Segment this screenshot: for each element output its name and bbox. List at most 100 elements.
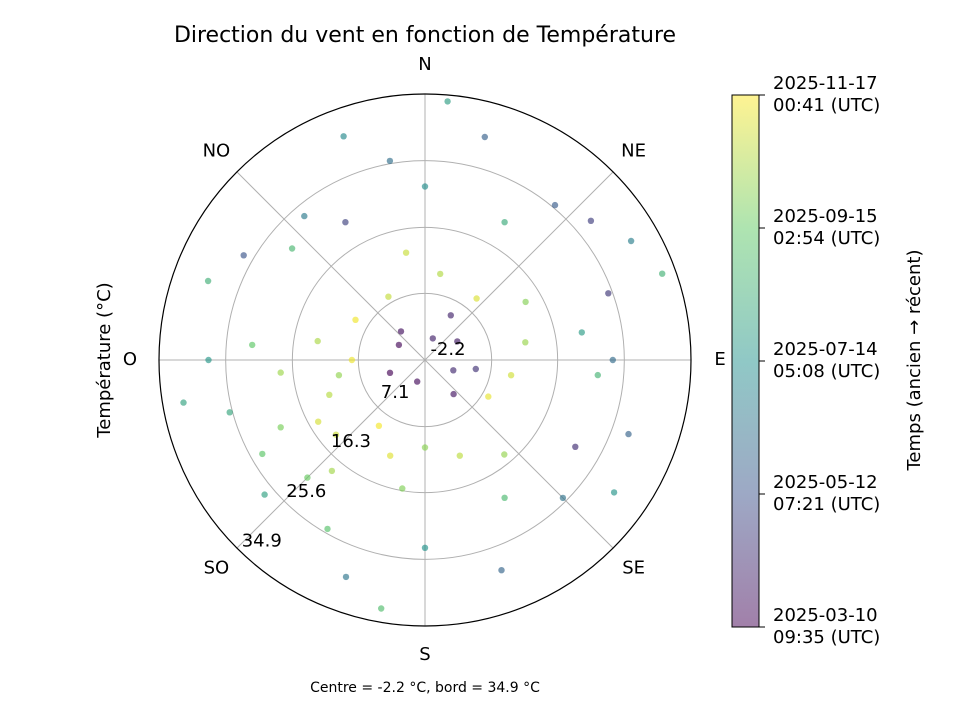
- point: [498, 567, 505, 574]
- theta-tick-label: S: [419, 644, 430, 665]
- point: [450, 390, 457, 398]
- point: [421, 444, 429, 451]
- point: [501, 451, 508, 458]
- point: [395, 341, 403, 349]
- grid-spoke: [424, 359, 614, 549]
- colorbar-tick-label: 2025-05-12: [773, 472, 878, 493]
- point: [578, 329, 585, 336]
- point: [444, 98, 451, 105]
- theta-tick-label: O: [123, 349, 137, 370]
- theta-tick-label: N: [418, 54, 431, 75]
- point: [315, 418, 322, 425]
- point: [314, 337, 321, 345]
- point: [625, 430, 632, 438]
- colorbar-tick-label: 2025-07-14: [773, 339, 878, 360]
- r-tick-label: 16.3: [331, 431, 371, 452]
- colorbar-tick-label: 2025-03-10: [773, 605, 878, 626]
- point: [342, 219, 349, 226]
- point: [340, 133, 347, 140]
- point: [454, 338, 461, 345]
- colorbar-tick-label: 07:21 (UTC): [773, 494, 880, 515]
- note: Centre = -2.2 °C, bord = 34.9 °C: [310, 680, 540, 696]
- point: [421, 544, 429, 551]
- point: [249, 341, 256, 349]
- point: [328, 467, 336, 475]
- colorbar-tick-label: 2025-11-17: [773, 73, 878, 94]
- point: [240, 252, 247, 259]
- point: [387, 452, 394, 459]
- point: [501, 219, 508, 226]
- grid-spoke: [236, 171, 426, 361]
- point: [277, 424, 284, 431]
- point: [277, 369, 284, 376]
- theta-tick-label: SE: [622, 558, 645, 579]
- point: [288, 245, 296, 252]
- polar-grid: [159, 94, 691, 626]
- point: [472, 365, 479, 373]
- r-axis-label: Température (°C): [94, 282, 115, 438]
- colorbar-tick-label: 05:08 (UTC): [773, 361, 880, 382]
- point: [348, 356, 356, 364]
- point: [522, 339, 529, 346]
- r-tick-label: 34.9: [242, 530, 282, 551]
- grid-spoke: [236, 359, 426, 549]
- r-tick-label: 25.6: [286, 481, 326, 502]
- point: [587, 217, 595, 224]
- point: [421, 183, 429, 190]
- point: [304, 474, 311, 481]
- point: [485, 393, 492, 400]
- r-tick-label: -2.2: [430, 339, 465, 360]
- colorbar-tick-label: 09:35 (UTC): [773, 627, 880, 648]
- point: [402, 249, 410, 256]
- polar-frame: [158, 93, 692, 627]
- theta-tick-label: E: [714, 349, 725, 370]
- point: [259, 450, 266, 458]
- point: [594, 371, 601, 379]
- point: [456, 452, 463, 459]
- point: [522, 298, 529, 306]
- grid-spoke: [424, 171, 614, 361]
- point: [332, 431, 340, 438]
- point: [507, 372, 515, 379]
- point: [659, 270, 666, 277]
- colorbar-tick-label: 00:41 (UTC): [773, 95, 880, 116]
- point: [627, 237, 635, 245]
- point: [397, 328, 405, 335]
- point: [205, 356, 212, 364]
- point: [551, 201, 559, 209]
- point: [501, 494, 508, 501]
- point: [342, 573, 350, 581]
- point: [386, 369, 394, 376]
- colorbar-tick-label: 2025-09-15: [773, 206, 878, 227]
- point: [261, 491, 268, 498]
- point: [447, 312, 454, 319]
- colorbar-label: Temps (ancien → récent): [904, 250, 925, 472]
- theta-tick-label: NO: [203, 140, 231, 161]
- point: [473, 295, 480, 302]
- point: [180, 399, 187, 406]
- point: [429, 335, 436, 342]
- chart-title: Direction du vent en fonction de Tempéra…: [174, 23, 676, 48]
- point: [610, 489, 618, 496]
- point: [572, 443, 579, 450]
- point: [385, 293, 392, 300]
- point: [326, 391, 333, 398]
- point: [605, 290, 612, 297]
- point: [437, 270, 444, 278]
- point: [399, 485, 406, 492]
- colorbar-tick-label: 02:54 (UTC): [773, 228, 880, 249]
- point: [378, 605, 385, 612]
- point: [481, 133, 488, 141]
- point: [559, 494, 567, 502]
- point: [301, 212, 308, 220]
- point: [386, 157, 394, 165]
- point: [226, 409, 233, 416]
- point: [324, 525, 331, 533]
- point: [204, 277, 212, 285]
- point: [352, 316, 359, 323]
- point: [335, 372, 343, 379]
- point: [414, 378, 421, 385]
- point: [609, 356, 616, 364]
- theta-tick-label: SO: [204, 558, 230, 579]
